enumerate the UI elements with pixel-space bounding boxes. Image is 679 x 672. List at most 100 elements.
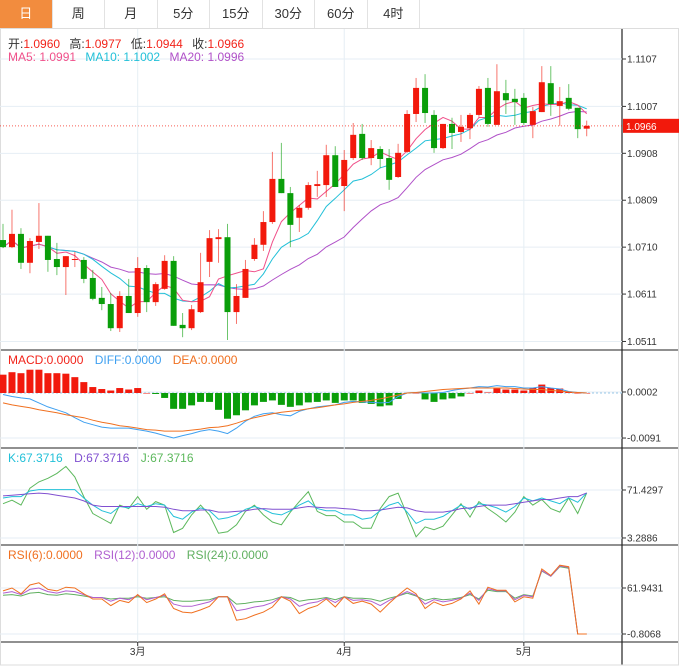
macd-bar <box>250 392 258 406</box>
tab-30分[interactable]: 30分 <box>263 0 315 28</box>
candle-body <box>386 158 393 180</box>
ma10-value: MA10: 1.1002 <box>85 50 161 64</box>
ma20-line <box>2 110 587 291</box>
candle <box>26 238 33 274</box>
macd-bar <box>268 392 276 401</box>
candle <box>341 149 348 212</box>
macd-bar <box>286 392 294 407</box>
macd-bar <box>197 392 205 402</box>
candle <box>323 144 330 197</box>
axis-tick-label: 1.0710 <box>627 243 658 254</box>
candle-body <box>170 260 177 326</box>
tab-日[interactable]: 日 <box>0 0 53 28</box>
candle-body <box>359 133 366 159</box>
candle-body <box>143 268 150 303</box>
macd-bar <box>26 369 34 393</box>
macd-value: MACD:0.0000 <box>8 353 84 367</box>
ma5-value: MA5: 1.0991 <box>8 50 77 64</box>
close-value: 1.0966 <box>207 37 245 51</box>
d-value: D:67.3716 <box>74 451 130 465</box>
candle-body <box>251 244 258 259</box>
macd-bar <box>80 382 88 393</box>
candle <box>170 256 177 326</box>
axis-tick-label: 1.1107 <box>627 55 657 66</box>
macd-bar <box>520 390 528 393</box>
candle-body <box>305 185 312 208</box>
candle <box>8 209 15 249</box>
candle-body <box>466 114 473 129</box>
candle-body <box>242 268 249 298</box>
candle <box>538 66 545 113</box>
macd-bar <box>277 392 285 405</box>
candle <box>404 110 411 153</box>
candle-body <box>475 88 482 115</box>
macd-bar <box>232 392 240 416</box>
candle-body <box>323 155 330 186</box>
high-label: 高: <box>69 37 85 51</box>
macd-bar <box>206 392 214 402</box>
macd-bar <box>358 392 366 403</box>
kdj-legend: K:67.3716 D:67.3716 J:67.3716 <box>8 451 202 465</box>
candle-body <box>511 98 518 103</box>
candle <box>305 182 312 210</box>
candle-body <box>206 238 213 262</box>
candle-body <box>197 282 204 313</box>
macd-bar <box>430 392 438 402</box>
month-label: 3月 <box>130 646 146 658</box>
candle-body <box>278 178 285 194</box>
macd-bar <box>367 392 375 404</box>
candle <box>233 284 240 324</box>
candle <box>107 293 114 332</box>
macd-bar <box>170 392 178 409</box>
candle <box>332 146 339 187</box>
candle <box>359 123 366 160</box>
macd-bar <box>421 392 429 400</box>
tab-5分[interactable]: 5分 <box>158 0 210 28</box>
month-label: 5月 <box>516 646 532 658</box>
macd-bar <box>215 392 223 410</box>
candle <box>386 149 393 190</box>
candle-body <box>493 91 500 125</box>
candle-body <box>404 113 411 152</box>
candle <box>395 143 402 178</box>
candle <box>269 151 276 224</box>
candle <box>484 77 491 127</box>
axis-tick-label: 3.2886 <box>627 533 658 544</box>
macd-bar <box>448 392 456 399</box>
low-value: 1.0944 <box>146 37 183 51</box>
macd-bar <box>259 392 267 402</box>
macd-bar <box>412 392 420 394</box>
candle <box>134 257 141 317</box>
tab-60分[interactable]: 60分 <box>315 0 368 28</box>
tab-15分[interactable]: 15分 <box>210 0 263 28</box>
axis-tick-label: -0.0091 <box>627 434 661 445</box>
macd-bar <box>484 392 492 393</box>
candle <box>116 291 123 332</box>
tab-月[interactable]: 月 <box>105 0 158 28</box>
candle-body <box>188 309 195 329</box>
candle <box>440 123 447 150</box>
macd-bar <box>493 388 501 393</box>
diff-line <box>2 385 587 439</box>
macd-bar <box>161 392 169 398</box>
candle-body <box>350 134 357 159</box>
macd-bar <box>44 373 52 393</box>
candle-body <box>440 123 447 149</box>
candle <box>251 238 258 261</box>
tab-4时[interactable]: 4时 <box>368 0 420 28</box>
candle-body <box>502 93 509 101</box>
macd-bar <box>35 369 43 393</box>
candle-body <box>449 123 455 133</box>
tab-周[interactable]: 周 <box>53 0 105 28</box>
candle-body <box>89 277 96 299</box>
macd-bar <box>322 392 330 401</box>
macd-bar <box>466 392 474 394</box>
candle-body <box>431 114 438 149</box>
candle-body <box>538 82 545 113</box>
candle-body <box>484 87 491 124</box>
candle-body <box>44 235 51 260</box>
macd-bar <box>125 389 133 393</box>
candle <box>98 286 105 311</box>
candle <box>457 114 464 142</box>
